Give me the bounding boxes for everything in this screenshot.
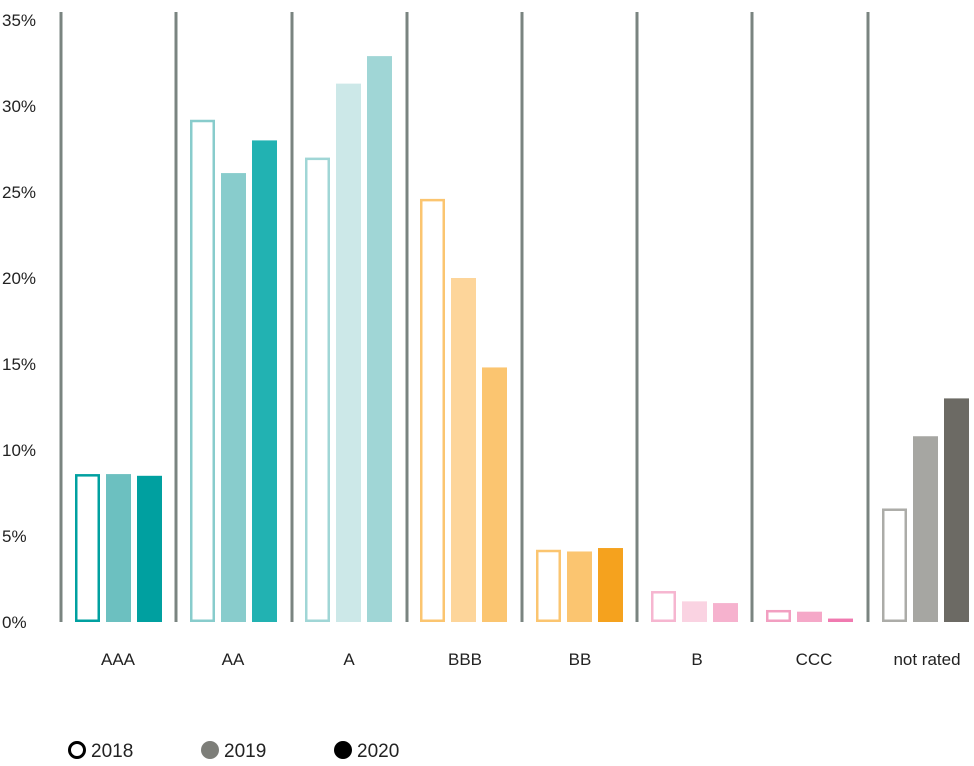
bar-bbb-2019 [451,278,476,622]
bar-a-2019 [336,83,361,622]
bar-ccc-2018 [766,609,791,623]
bar-aa-2019 [221,173,246,622]
category-label-bbb: BBB [448,650,482,669]
legend: 2018 2019 2020 [68,741,399,762]
category-label-ccc: CCC [796,650,833,669]
bar-bb-2018 [536,549,561,623]
bar-aa-2020 [252,140,277,622]
legend-label-2020: 2020 [357,741,399,762]
y-tick-label: 25% [2,183,36,202]
y-tick-label: 30% [2,97,36,116]
category-label-not-rated: not rated [893,650,960,669]
category-label-a: A [343,650,355,669]
legend-label-2019: 2019 [224,741,266,762]
category-labels: AAA AA A BBB BB B CCC not rated [101,650,961,669]
legend-marker-2020 [334,741,352,759]
bar-aa-2018 [190,119,215,622]
legend-marker-2018 [68,741,86,759]
bar-b-2019 [682,601,707,622]
legend-marker-2019 [201,741,219,759]
bars [75,56,969,623]
category-label-bb: BB [569,650,592,669]
y-tick-label: 10% [2,441,36,460]
y-tick-label: 20% [2,269,36,288]
category-label-aaa: AAA [101,650,136,669]
bar-b-2020 [713,603,738,622]
bar-bbb-2020 [482,367,507,622]
category-label-aa: AA [222,650,245,669]
bar-aaa-2018 [75,474,100,622]
bar-ccc-2020 [828,618,853,622]
category-label-b: B [691,650,702,669]
y-tick-label: 0% [2,613,27,632]
bar-b-2018 [651,591,676,622]
bar-aaa-2020 [137,475,162,622]
bar-bb-2019 [567,551,592,622]
y-axis-ticks: 0% 5% 10% 15% 20% 25% 30% 35% [2,11,36,632]
bar-bbb-2018 [420,198,445,622]
bar-a-2020 [367,56,392,623]
bar-not-rated-2020 [944,398,969,622]
category-separators [59,12,870,622]
y-tick-label: 35% [2,11,36,30]
bar-not-rated-2018 [882,508,907,623]
y-tick-label: 15% [2,355,36,374]
bar-a-2018 [305,157,330,622]
y-tick-label: 5% [2,527,27,546]
bar-not-rated-2019 [913,436,938,622]
bar-bb-2020 [598,548,623,622]
bar-ccc-2019 [797,611,822,622]
bar-aaa-2019 [106,474,131,622]
legend-label-2018: 2018 [91,741,133,762]
